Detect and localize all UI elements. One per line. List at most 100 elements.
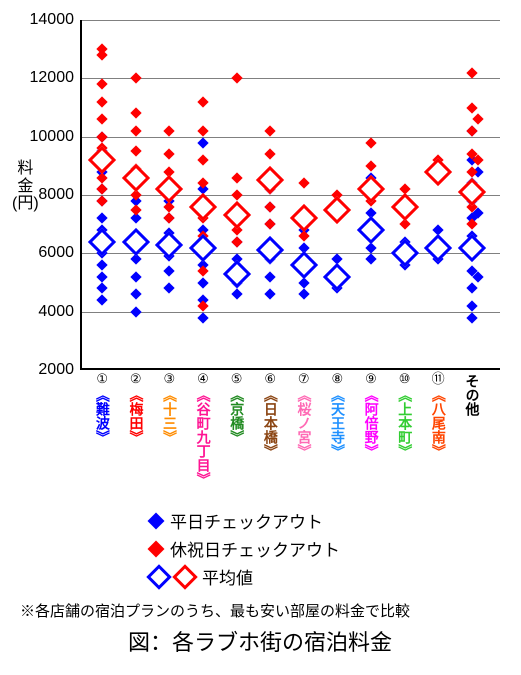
data-point: [96, 131, 107, 142]
average-marker: [458, 233, 486, 261]
average-marker: [290, 204, 318, 232]
data-point: [231, 172, 242, 183]
data-point: [365, 253, 376, 264]
x-tick-label: ④《谷町九丁目》: [195, 372, 210, 486]
x-tick-label: ⑩《上本町》: [397, 372, 412, 458]
x-tick-label: ⑧《天王寺》: [330, 372, 345, 458]
x-tick-label: ①《難波》: [94, 372, 109, 444]
data-point: [96, 283, 107, 294]
data-point: [197, 137, 208, 148]
x-tick-label: ③《十三》: [162, 372, 177, 444]
average-marker: [88, 228, 116, 256]
x-tick-label: ⑥《日本橋》: [262, 372, 277, 458]
data-point: [130, 146, 141, 157]
data-point: [466, 67, 477, 78]
chart-footnote: ※各店舗の宿泊プランのうち、最も安い部屋の料金で比較: [20, 600, 410, 621]
data-point: [264, 288, 275, 299]
legend-label: 休祝日チェックアウト: [170, 536, 340, 561]
average-marker: [122, 163, 150, 191]
average-marker: [189, 193, 217, 221]
y-axis-label: 料金(円): [12, 160, 39, 213]
x-tick-label: ⑦《桜ノ宮》: [296, 372, 311, 458]
data-point: [96, 294, 107, 305]
data-point: [473, 113, 484, 124]
gridline: [82, 312, 500, 313]
data-point: [164, 148, 175, 159]
average-marker: [357, 175, 385, 203]
data-point: [197, 277, 208, 288]
average-marker: [390, 239, 418, 267]
data-point: [231, 288, 242, 299]
data-point: [473, 154, 484, 165]
average-marker: [88, 146, 116, 174]
data-point: [164, 283, 175, 294]
chart-caption: 図：各ラブホ街の宿泊料金: [10, 625, 510, 657]
data-point: [466, 102, 477, 113]
gridline: [82, 195, 500, 196]
data-point: [130, 73, 141, 84]
legend-item-weekday: 平日チェックアウト: [150, 508, 340, 533]
data-point: [164, 125, 175, 136]
data-point: [130, 108, 141, 119]
diamond-outline-icon: [146, 564, 171, 589]
diamond-outline-icon: [172, 564, 197, 589]
average-marker: [323, 195, 351, 223]
data-point: [365, 160, 376, 171]
average-marker: [458, 178, 486, 206]
average-marker: [189, 233, 217, 261]
data-point: [298, 178, 309, 189]
legend-item-average: 平均値: [150, 564, 340, 589]
data-point: [365, 137, 376, 148]
diamond-icon: [148, 540, 165, 557]
y-tick-label: 14000: [30, 11, 75, 29]
legend-label: 平日チェックアウト: [170, 508, 323, 533]
data-point: [130, 204, 141, 215]
data-point: [264, 148, 275, 159]
data-point: [96, 213, 107, 224]
data-point: [197, 154, 208, 165]
average-marker: [222, 260, 250, 288]
data-point: [264, 218, 275, 229]
data-point: [466, 300, 477, 311]
data-point: [231, 236, 242, 247]
data-point: [197, 125, 208, 136]
x-tick-label: ⑤《京橋》: [229, 372, 244, 444]
average-marker: [390, 193, 418, 221]
x-tick-label: ⑨《阿倍野》: [363, 372, 378, 458]
data-point: [96, 96, 107, 107]
data-point: [130, 125, 141, 136]
data-point: [130, 271, 141, 282]
data-point: [96, 259, 107, 270]
y-tick-label: 12000: [30, 69, 75, 87]
x-tick-label: ⑪《八尾南》: [430, 372, 445, 458]
data-point: [466, 125, 477, 136]
data-point: [231, 73, 242, 84]
data-point: [231, 189, 242, 200]
y-tick-label: 6000: [38, 244, 74, 262]
legend-item-holiday: 休祝日チェックアウト: [150, 536, 340, 561]
average-marker: [256, 236, 284, 264]
y-tick-label: 2000: [38, 361, 74, 379]
data-point: [197, 312, 208, 323]
x-tick-label: その他: [464, 372, 479, 416]
average-marker: [155, 230, 183, 258]
data-point: [164, 213, 175, 224]
data-point: [264, 201, 275, 212]
data-point: [130, 288, 141, 299]
data-point: [264, 271, 275, 282]
data-point: [466, 283, 477, 294]
average-marker: [323, 263, 351, 291]
legend: 平日チェックアウト 休祝日チェックアウト 平均値: [150, 505, 340, 592]
diamond-icon: [148, 512, 165, 529]
average-marker: [290, 251, 318, 279]
y-tick-label: 10000: [30, 128, 75, 146]
data-point: [96, 271, 107, 282]
data-point: [298, 288, 309, 299]
legend-label: 平均値: [202, 564, 253, 589]
chart-container: 料金(円) 2000400060008000100001200014000①《難…: [10, 10, 510, 665]
x-tick-label: ②《梅田》: [128, 372, 143, 444]
data-point: [164, 265, 175, 276]
data-point: [96, 195, 107, 206]
average-marker: [222, 201, 250, 229]
chart-plot-area: 2000400060008000100001200014000①《難波》②《梅田…: [80, 20, 500, 370]
